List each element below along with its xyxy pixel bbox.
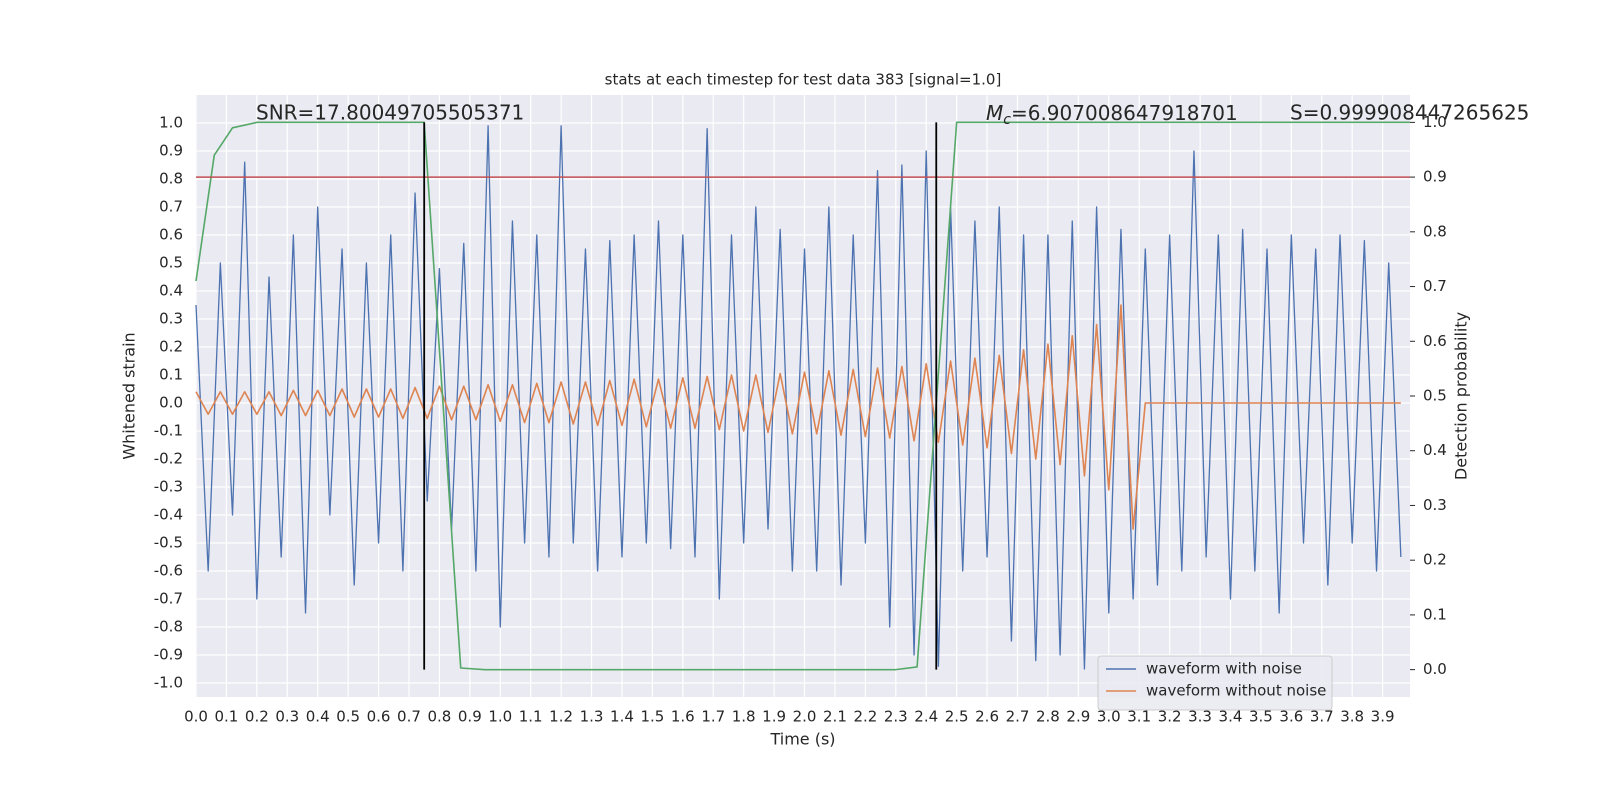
y-tick-label: 1.0	[159, 114, 183, 132]
x-tick-label: 2.8	[1036, 708, 1060, 726]
y-tick-label: -0.4	[154, 506, 183, 524]
y2-tick-label: 0.1	[1423, 605, 1447, 623]
y-tick-label: -0.3	[154, 478, 183, 496]
x-tick-label: 3.4	[1219, 708, 1243, 726]
y2-tick-label: 0.0	[1423, 660, 1447, 678]
x-tick-label: 0.5	[336, 708, 360, 726]
mc-subscript: c	[1003, 112, 1011, 128]
y-tick-label: -0.1	[154, 422, 183, 440]
plot-area	[196, 95, 1410, 697]
y-tick-label: 0.4	[159, 282, 183, 300]
y-tick-label: -1.0	[154, 674, 183, 692]
x-tick-label: 0.4	[306, 708, 330, 726]
y-tick-label: -0.8	[154, 618, 183, 636]
x-tick-label: 0.8	[427, 708, 451, 726]
x-tick-label: 2.5	[945, 708, 969, 726]
x-tick-label: 0.9	[458, 708, 482, 726]
y-tick-label: 0.3	[159, 310, 183, 328]
y2-tick-label: 0.4	[1423, 441, 1447, 459]
mc-symbol: M	[986, 101, 1003, 125]
x-tick-label: 3.2	[1158, 708, 1182, 726]
x-tick-label: 2.6	[975, 708, 999, 726]
y2-tick-label: 0.8	[1423, 222, 1447, 240]
ticks: 0.0 0.1 0.2 0.3 0.4 0.5 0.6 0.7 0.8 0.9 1.0 1.1 1.2 1…	[154, 113, 1447, 726]
x-tick-label: 1.1	[519, 708, 543, 726]
y-tick-label: 0.5	[159, 254, 183, 272]
mc-annotation: Mc=6.907008647918701	[986, 101, 1238, 129]
x-tick-label: 1.7	[701, 708, 725, 726]
mc-value: =6.907008647918701	[1011, 101, 1238, 125]
y-tick-label: -0.7	[154, 590, 183, 608]
x-tick-label: 0.6	[367, 708, 391, 726]
y2-tick-label: 1.0	[1423, 113, 1447, 131]
y2-tick-label: 0.2	[1423, 551, 1447, 569]
x-tick-label: 3.7	[1310, 708, 1334, 726]
x-tick-label: 0.2	[245, 708, 269, 726]
x-tick-label: 2.1	[823, 708, 847, 726]
x-tick-label: 3.9	[1371, 708, 1395, 726]
x-tick-label: 1.2	[549, 708, 573, 726]
x-tick-label: 2.3	[884, 708, 908, 726]
x-tick-label: 3.8	[1340, 708, 1364, 726]
x-tick-label: 3.3	[1188, 708, 1212, 726]
y2-tick-label: 0.5	[1423, 387, 1447, 405]
y-tick-label: -0.2	[154, 450, 183, 468]
marks	[195, 121, 1410, 671]
x-tick-label: 3.5	[1249, 708, 1273, 726]
legend-label: waveform with noise	[1146, 660, 1302, 678]
y-tick-label: 0.7	[159, 198, 183, 216]
x-tick-label: 0.7	[397, 708, 421, 726]
x-tick-label: 1.5	[640, 708, 664, 726]
x-tick-label: 0.0	[184, 708, 208, 726]
x-tick-label: 3.1	[1127, 708, 1151, 726]
x-tick-label: 1.3	[580, 708, 604, 726]
x-axis-label: Time (s)	[769, 730, 835, 749]
y2-tick-label: 0.7	[1423, 277, 1447, 295]
x-tick-label: 1.0	[488, 708, 512, 726]
y2-tick-label: 0.3	[1423, 496, 1447, 514]
x-tick-label: 0.1	[214, 708, 238, 726]
x-tick-label: 2.2	[853, 708, 877, 726]
y-tick-label: 0.2	[159, 338, 183, 356]
x-tick-label: 1.9	[762, 708, 786, 726]
x-tick-label: 2.7	[1006, 708, 1030, 726]
legend: waveform with noise waveform without nois…	[1097, 655, 1333, 711]
x-tick-label: 2.4	[914, 708, 938, 726]
y-tick-label: 0.8	[159, 170, 183, 188]
series-line	[195, 304, 1401, 530]
series-line	[195, 121, 1410, 671]
y-tick-label: -0.9	[154, 646, 183, 664]
x-tick-label: 1.6	[671, 708, 695, 726]
x-tick-label: 3.6	[1279, 708, 1303, 726]
snr-annotation: SNR=17.80049705505371	[256, 101, 524, 125]
legend-box	[1097, 655, 1333, 711]
y2-tick-label: 0.9	[1423, 168, 1447, 186]
y-tick-label: 0.6	[159, 226, 183, 244]
x-tick-label: 0.3	[275, 708, 299, 726]
legend-label: waveform without noise	[1146, 682, 1326, 700]
x-tick-label: 2.9	[1066, 708, 1090, 726]
y2-axis-label: Detection probability	[1452, 312, 1471, 480]
y-tick-label: -0.5	[154, 534, 183, 552]
x-tick-label: 3.0	[1097, 708, 1121, 726]
chart-title: stats at each timestep for test data 383…	[605, 71, 1002, 89]
y2-tick-label: 0.6	[1423, 332, 1447, 350]
x-tick-label: 1.8	[732, 708, 756, 726]
y-tick-label: 0.1	[159, 366, 183, 384]
x-tick-label: 2.0	[793, 708, 817, 726]
y-tick-label: 0.0	[159, 394, 183, 412]
y-axis-label: Whitened strain	[120, 332, 139, 459]
s-annotation: S=0.999908447265625	[1290, 101, 1529, 125]
y-tick-label: -0.6	[154, 562, 183, 580]
y-tick-label: 0.9	[159, 142, 183, 160]
x-tick-label: 1.4	[610, 708, 634, 726]
